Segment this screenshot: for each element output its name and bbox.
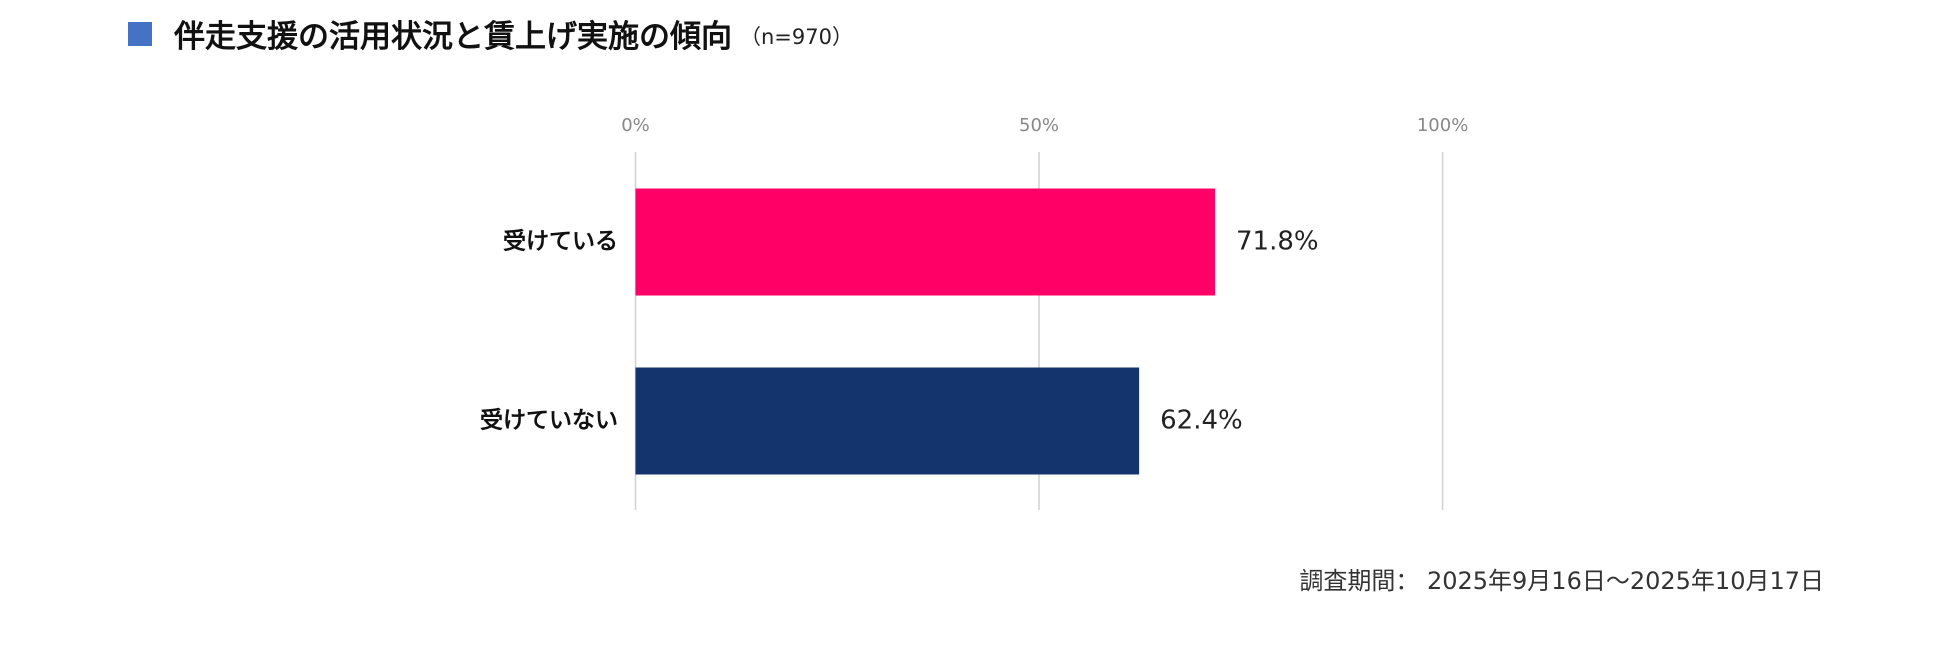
value-label: 62.4% (1160, 406, 1243, 436)
x-tick-label: 0% (621, 115, 650, 136)
chart-title: 伴走支援の活用状況と賃上げ実施の傾向 （n=970） (173, 19, 853, 55)
value-label: 71.8% (1236, 227, 1319, 257)
note: 調査期間： 2025年9月16日～2025年10月17日 (1299, 567, 1824, 595)
x-tick-label: 50% (1019, 115, 1059, 136)
bar (635, 188, 1215, 296)
subtitle: （n=970） (740, 25, 853, 49)
title-marker (128, 22, 152, 46)
title-text: 伴走支援の活用状況と賃上げ実施の傾向 (173, 19, 732, 55)
category-label: 受けていない (480, 407, 618, 434)
category-label: 受けている (503, 228, 618, 255)
x-tick-label: 100% (1417, 115, 1468, 136)
bar (635, 367, 1140, 475)
